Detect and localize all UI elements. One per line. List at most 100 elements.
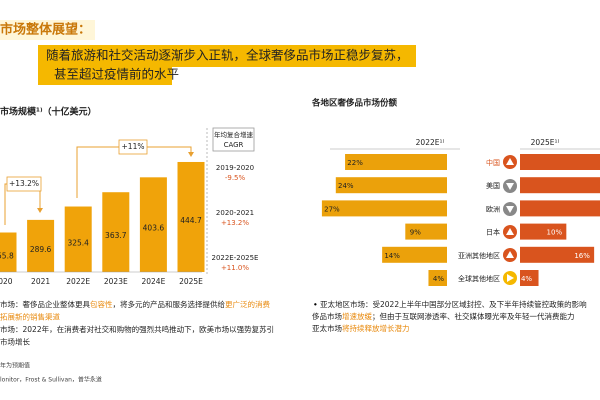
bar <box>0 232 17 272</box>
x-tick-label: 2022E <box>66 277 90 286</box>
value-label: 255.8 <box>0 251 14 260</box>
value-label: 9% <box>410 229 421 237</box>
bar <box>520 154 600 170</box>
value-label: 24% <box>338 182 354 190</box>
annotation: +11% <box>122 142 145 151</box>
x-tick-label: 2021 <box>31 277 50 286</box>
category-label: 中国 <box>486 158 500 167</box>
legend-label: 2022E¹⁾ <box>416 138 445 147</box>
up-arrow <box>506 158 514 165</box>
value-label: 444.7 <box>180 216 202 225</box>
bar <box>345 154 447 170</box>
value-label: 16% <box>574 252 590 260</box>
note-line: 侈品市场增速放缓；但由于互联网渗透率、社交媒体曝光率及年轻一代消费能力 <box>312 311 575 321</box>
bar <box>520 223 567 240</box>
cagr-period: 2019-2020 <box>216 164 254 172</box>
category-label: 日本 <box>486 228 500 237</box>
bar <box>335 177 447 194</box>
value-label: 325.4 <box>67 238 89 247</box>
bar <box>382 246 447 263</box>
highlight-line: 随着旅游和社交活动逐渐步入正轨，全球奢侈品市场正稳步复苏， <box>46 48 409 63</box>
bar <box>520 270 539 286</box>
footnote: lonitor，Frost & Sullivan，普华永道 <box>0 376 102 384</box>
note-text: 亚太地区市场：受2022上半年中国部分区域封控、及下半年持续管控政策的影响 <box>320 299 587 309</box>
header-bg <box>0 20 95 40</box>
down-arrow <box>506 183 514 190</box>
value-label: 4% <box>433 275 444 283</box>
annotation-box <box>6 176 42 192</box>
emphasis-text: 更广泛的消费 <box>225 299 270 309</box>
cagr-title: 年均复合增速 <box>214 130 254 139</box>
trend-icons <box>503 155 517 285</box>
category-label: 欧洲 <box>486 204 500 213</box>
highlight-line: 甚至超过疫情前的水平 <box>54 67 179 82</box>
value-label: 4% <box>521 275 532 283</box>
bar <box>520 200 600 217</box>
x-tick-label: 2025E <box>179 277 203 286</box>
x-tick-label: 2020 <box>0 277 13 286</box>
header-title: 市场整体展望： <box>0 22 91 38</box>
category-label: 全球其他地区 <box>458 274 500 283</box>
emphasis-text: 包容性 <box>90 299 113 309</box>
note-line: 市场：2022年，在消费者对社交和购物的强烈共鸣推动下，欧美市场以强势复苏引 <box>0 324 274 334</box>
chart-title: 各地区奢侈品市场份额 <box>311 98 398 109</box>
bar <box>520 177 600 194</box>
note-line: 拓展新的销售渠道 <box>0 312 60 322</box>
value-label: 22% <box>347 159 363 167</box>
note-text: ，将多元的产品和服务选择提供给 <box>113 299 226 309</box>
note-line: 市场增长 <box>0 337 30 347</box>
note-text: 市场：2022年，在消费者对社交和购物的强烈共鸣推动下，欧美市场以强势复苏引 <box>0 324 274 334</box>
annotation-box <box>118 139 148 155</box>
up-arrow <box>506 228 514 235</box>
note-text: 侈品市场 <box>312 311 342 321</box>
note-text: 亚太市场 <box>312 323 342 333</box>
cagr-period: 2022E-2025E <box>211 254 258 262</box>
value-label: 289.6 <box>30 245 52 254</box>
emphasis-text: 增速放缓 <box>342 311 372 321</box>
bar <box>102 192 130 272</box>
category-label: 亚洲其他地区 <box>458 251 500 260</box>
cagr-value: -9.5% <box>225 174 246 182</box>
cagr-box <box>212 127 255 152</box>
bar <box>405 223 447 240</box>
x-tick-label: 2023E <box>104 277 128 286</box>
arrow <box>188 152 194 157</box>
value-label: 14% <box>384 252 400 260</box>
cagr-value: +13.2% <box>221 219 249 227</box>
up-arrow <box>506 251 514 258</box>
note-text: 市场增长 <box>0 337 30 347</box>
legend-label: 2025E¹⁾ <box>531 138 560 147</box>
note-line: 亚太地区市场：受2022上半年中国部分区域封控、及下半年持续管控政策的影响 <box>320 299 587 309</box>
bar <box>321 200 447 217</box>
cagr-value: +11.0% <box>221 264 249 272</box>
note-text: 市场：奢侈品企业整体更具 <box>0 299 90 309</box>
emphasis-text: 将持续释放增长潜力 <box>342 323 410 333</box>
annotation: +13.2% <box>9 179 39 188</box>
cagr-period: 2020-2021 <box>216 209 254 217</box>
value-label: 27% <box>324 205 340 213</box>
note-line: 市场：奢侈品企业整体更具包容性，将多元的产品和服务选择提供给更广泛的消费 <box>0 299 270 309</box>
highlight-box <box>38 65 172 85</box>
value-label: 10% <box>547 229 563 237</box>
bar <box>428 270 447 286</box>
emphasis-text: 拓展新的销售渠道 <box>0 312 60 322</box>
right-arrow <box>507 274 514 282</box>
chart-title: 市场规模¹⁾（十亿美元） <box>0 106 97 118</box>
bar <box>520 246 595 263</box>
value-label: 363.7 <box>105 231 127 240</box>
bullet: • <box>313 301 318 310</box>
x-tick-label: 2024E <box>141 277 165 286</box>
bar <box>177 161 205 272</box>
bar <box>64 206 92 272</box>
category-label: 美国 <box>486 181 500 190</box>
cagr-subtitle: CAGR <box>224 141 244 149</box>
footnote: 年为预期值 <box>0 362 30 370</box>
bar <box>27 219 55 272</box>
value-label: 403.6 <box>143 224 165 233</box>
bracket <box>76 146 192 198</box>
bar <box>139 177 167 272</box>
note-line: 亚太市场将持续释放增长潜力 <box>312 323 410 333</box>
arrow <box>37 208 43 213</box>
down-arrow <box>506 206 514 213</box>
